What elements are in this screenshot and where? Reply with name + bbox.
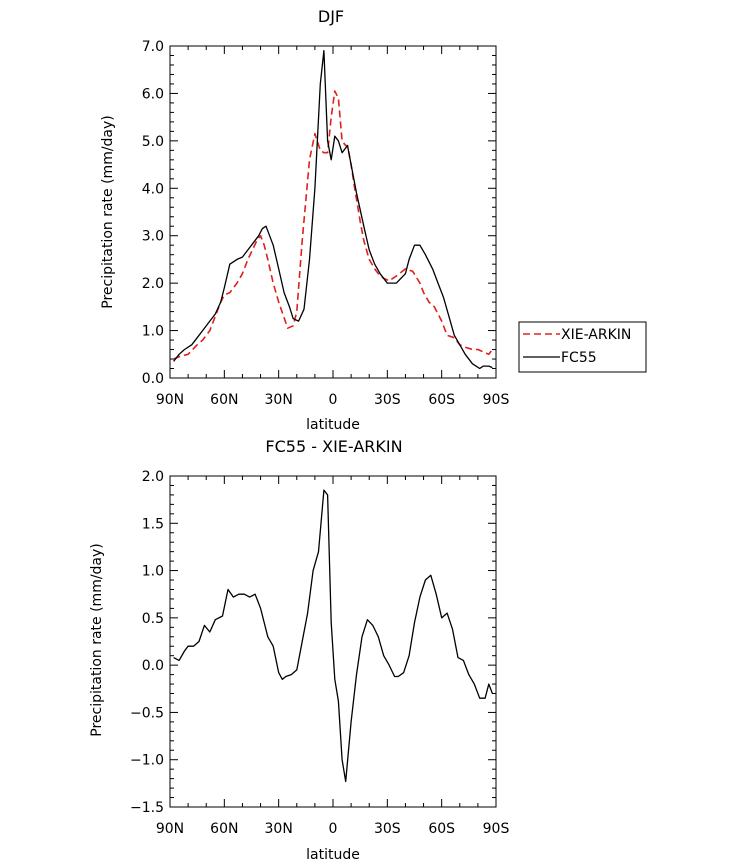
series-lines xyxy=(173,489,494,783)
y-tick-label: 1.0 xyxy=(142,564,164,580)
y-tick-label: 0.5 xyxy=(142,611,164,627)
x-tick-labels: 90N 60N 30N 0 30S 60S 90S xyxy=(156,392,510,408)
plot-frame xyxy=(169,45,497,379)
y-axis-label: Precipitation rate (mm/day) xyxy=(100,115,116,309)
x-tick-label: 90N xyxy=(156,821,184,837)
y-tick-label: 0.0 xyxy=(142,658,164,674)
y-tick-label: 3.0 xyxy=(142,229,164,245)
x-axis-label: latitude xyxy=(306,417,360,433)
x-tick-label: 60S xyxy=(428,392,455,408)
tick-marks xyxy=(169,475,497,808)
legend: XIE-ARKIN FC55 xyxy=(518,321,647,373)
y-tick-label: 0.0 xyxy=(142,371,164,387)
plot-frame xyxy=(169,475,497,808)
y-tick-label: −1.5 xyxy=(130,800,164,816)
chart-difference: FC55 - XIE-ARKIN −1.5 −1.0 −0.5 0.0 0.5 1.0 1.… xyxy=(89,437,509,863)
y-tick-label: 7.0 xyxy=(142,39,164,55)
x-tick-label: 60N xyxy=(210,392,238,408)
y-tick-label: 2.0 xyxy=(142,469,164,485)
legend-label-fc55: FC55 xyxy=(561,350,597,366)
series-line-xie-arkin xyxy=(173,90,494,360)
y-axis-label: Precipitation rate (mm/day) xyxy=(89,543,105,737)
x-tick-label: 90N xyxy=(156,392,184,408)
y-tick-label: 2.0 xyxy=(142,276,164,292)
x-tick-labels: 90N 60N 30N 0 30S 60S 90S xyxy=(156,821,510,837)
y-tick-label: −0.5 xyxy=(130,705,164,721)
series-lines xyxy=(173,50,494,370)
y-tick-label: 4.0 xyxy=(142,181,164,197)
x-tick-label: 60N xyxy=(210,821,238,837)
legend-label-xie-arkin: XIE-ARKIN xyxy=(561,327,631,343)
y-tick-label: 1.5 xyxy=(142,516,164,532)
y-tick-label: 1.0 xyxy=(142,324,164,340)
chart-title: DJF xyxy=(318,7,344,26)
chart-title: FC55 - XIE-ARKIN xyxy=(265,437,402,456)
series-line-difference xyxy=(173,489,494,783)
tick-marks xyxy=(169,45,497,379)
x-axis-label: latitude xyxy=(306,847,360,863)
x-tick-label: 90S xyxy=(483,392,510,408)
x-tick-label: 30N xyxy=(265,392,293,408)
y-tick-labels: 0.0 1.0 2.0 3.0 4.0 5.0 6.0 7.0 xyxy=(142,39,164,387)
x-tick-label: 60S xyxy=(428,821,455,837)
y-tick-label: 6.0 xyxy=(142,86,164,102)
x-tick-label: 30S xyxy=(374,392,401,408)
legend-box xyxy=(518,321,647,373)
x-tick-label: 90S xyxy=(483,821,510,837)
x-tick-label: 30S xyxy=(374,821,401,837)
x-tick-label: 0 xyxy=(329,392,338,408)
y-tick-label: −1.0 xyxy=(130,753,164,769)
x-tick-label: 0 xyxy=(329,821,338,837)
y-tick-labels: −1.5 −1.0 −0.5 0.0 0.5 1.0 1.5 2.0 xyxy=(130,469,164,816)
y-tick-label: 5.0 xyxy=(142,134,164,150)
chart-djf: DJF 0.0 1.0 2.0 3.0 4.0 5.0 6.0 7.0 90N 60N 30N 0 3… xyxy=(100,7,647,433)
x-tick-label: 30N xyxy=(265,821,293,837)
series-line-fc55 xyxy=(173,50,493,370)
